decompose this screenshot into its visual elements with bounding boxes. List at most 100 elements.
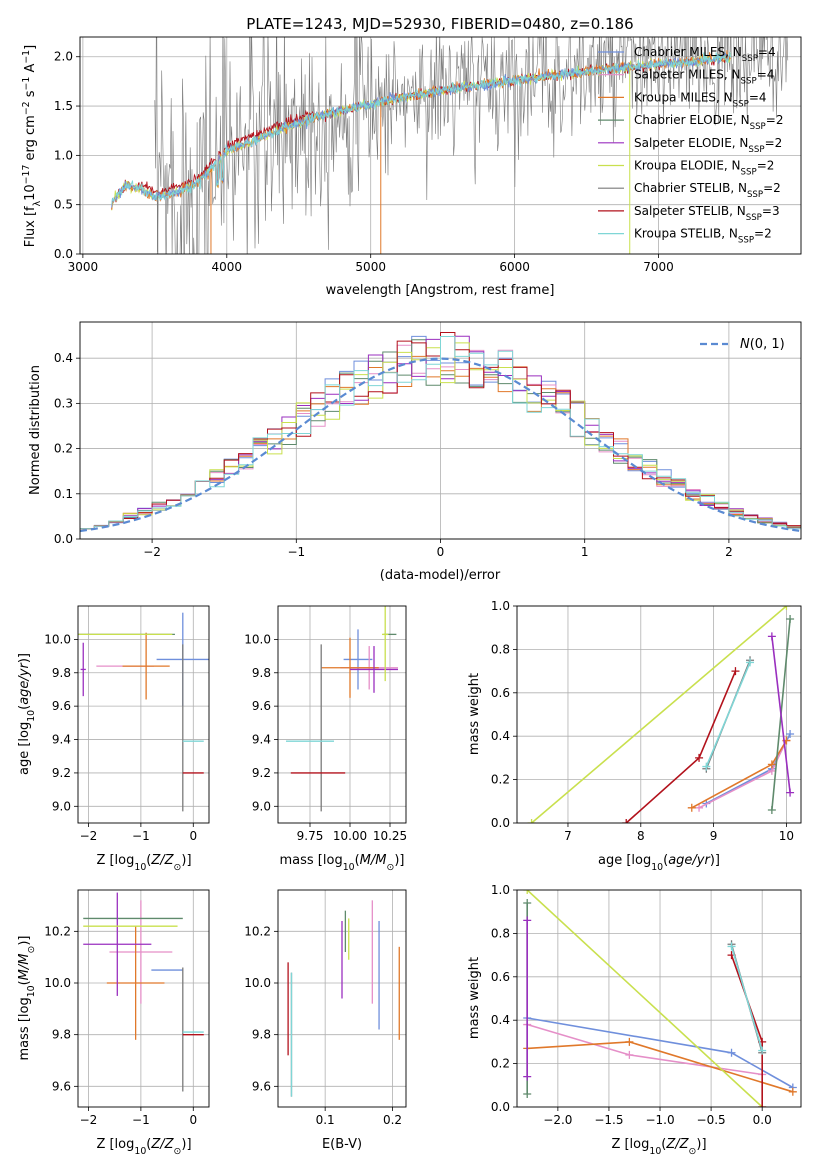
label-part: 10 <box>134 1146 146 1157</box>
axes-frame <box>516 605 802 824</box>
label-part: ⊙ <box>689 1146 697 1157</box>
label-part: 10 <box>134 862 146 873</box>
label-part: A <box>23 64 38 77</box>
x-tick-label: 0 <box>437 545 445 559</box>
label-part: Salpeter STELIB, N <box>634 204 746 218</box>
label-part: −1 <box>21 50 32 64</box>
label-part: )] <box>17 936 32 946</box>
label-part: mass [log <box>17 997 32 1060</box>
y-tick-label: 1.0 <box>491 883 510 897</box>
label-part: SSP <box>738 236 754 246</box>
axes-frame <box>79 321 802 540</box>
age-z-xlabel: Z [log10(Z/Z⊙)] <box>96 853 191 873</box>
label-part: Z [log <box>96 853 134 868</box>
label-part: =3 <box>762 204 780 218</box>
weight-marker-kroupa_elodie <box>523 890 532 894</box>
weight-marker-chabrier_elodie <box>523 1089 532 1098</box>
label-part: age [log <box>17 722 32 775</box>
label-part: Z/Z <box>150 853 174 868</box>
x-tick-label: 3000 <box>68 260 99 274</box>
weight-marker-salpeter_stelib <box>758 1103 767 1107</box>
y-tick-label: 0.5 <box>54 198 73 212</box>
x-tick-label: −0.5 <box>697 1113 726 1127</box>
chart-layers: 3000 4000 5000 6000 70000.00.51.01.52.0wavel… <box>17 36 802 1157</box>
x-tick-label: 8 <box>637 829 645 843</box>
label-part: N <box>740 337 750 352</box>
y-tick-label: 10.0 <box>244 976 271 990</box>
weight-marker-salpeter_elodie <box>786 788 795 797</box>
mass-z-xlabel: Z [log10(Z/Z⊙)] <box>96 1137 191 1157</box>
y-tick-label: 0.8 <box>491 642 510 656</box>
y-tick-label: 9.6 <box>252 1079 271 1093</box>
legend-label: Kroupa MILES, NSSP=4 <box>634 90 767 109</box>
label-part: ( <box>17 980 32 985</box>
y-tick-label: 0.2 <box>491 773 510 787</box>
weight-marker-kroupa_elodie <box>527 819 536 823</box>
histogram-axes: −2 −1 0 1 2 0.0 0.1 0.2 0.3 0.4 <box>54 321 802 559</box>
label-part: Z/Z <box>150 1137 174 1152</box>
label-part: =2 <box>763 181 781 195</box>
label-part: SSP <box>742 54 758 64</box>
label-part: (0, 1) <box>750 337 785 352</box>
axes-frame <box>277 605 407 824</box>
weight-marker-kroupa_elodie <box>782 606 791 610</box>
y-tick-label: 9.2 <box>252 766 271 780</box>
label-part: ( <box>663 853 668 868</box>
label-part: SSP <box>748 145 764 155</box>
label-part: Chabrier MILES, N <box>634 45 742 59</box>
label-part: Kroupa STELIB, N <box>634 227 738 241</box>
axes-frame <box>77 605 210 824</box>
x-tick-label: 0.2 <box>383 1113 402 1127</box>
weight-marker-salpeter_stelib <box>731 667 740 676</box>
spectrum-model-salpeter_stelib <box>111 53 731 210</box>
label-part: 10 <box>649 1146 661 1157</box>
label-part: ( <box>146 853 151 868</box>
label-part: 10 <box>651 862 663 873</box>
y-tick-label: 9.0 <box>52 799 71 813</box>
x-tick-label: −1 <box>132 829 150 843</box>
label-part: age [log <box>598 853 651 868</box>
label-part: SSP <box>750 122 766 132</box>
y-tick-label: 0.1 <box>54 487 73 501</box>
label-part: 10 <box>343 862 355 873</box>
weight-age-xlabel: age [log10(age/yr)] <box>598 853 720 873</box>
histogram-ylabel: Normed distribution <box>28 365 43 495</box>
y-tick-label: 9.8 <box>252 1028 271 1042</box>
normal-curve <box>80 357 801 533</box>
label-part: Kroupa ELODIE, N <box>634 159 741 173</box>
label-part: erg cm <box>23 115 38 164</box>
weight-marker-salpeter_elodie <box>767 632 776 641</box>
y-tick-label: 0.0 <box>491 816 510 830</box>
weight-marker-kroupa_stelib <box>702 762 711 771</box>
x-tick-label: 1 <box>581 545 589 559</box>
x-tick-label: 7000 <box>643 260 674 274</box>
legend-label: Kroupa ELODIE, NSSP=2 <box>634 159 774 178</box>
y-tick-label: 0.2 <box>491 1057 510 1071</box>
weight-marker-kroupa_stelib <box>758 1046 767 1055</box>
age-z-axes: −2 −1 0 9.0 9.2 9.4 9.6 9.8 10.0 <box>44 605 210 843</box>
label-part: Chabrier ELODIE, N <box>634 113 750 127</box>
label-part: )] <box>696 1137 706 1152</box>
plot-area <box>80 332 801 533</box>
y-tick-label: 9.8 <box>52 1028 71 1042</box>
weight-line-salpeter_stelib <box>625 670 737 823</box>
weight-line-kroupa_elodie <box>526 890 763 1107</box>
label-part: −17 <box>21 165 32 185</box>
label-part: 10 <box>26 985 37 997</box>
y-tick-label: 0.6 <box>491 970 510 984</box>
y-tick-label: 0.4 <box>54 351 73 365</box>
weight-age-axes: 7 8 9 10 0.0 0.2 0.4 0.6 0.8 1.0 <box>491 599 802 843</box>
y-tick-label: 10.2 <box>44 924 71 938</box>
label-part: )] <box>17 653 32 663</box>
y-tick-label: 9.6 <box>52 699 71 713</box>
weight-z-axes: −2.0 −1.5 −1.0 −0.5 0.0 0.0 0.2 0.4 0.6 0.8 1.0 <box>491 883 802 1127</box>
label-part: =4 <box>758 45 776 59</box>
weight-marker-chabrier_elodie <box>523 899 532 908</box>
label-part: −2 <box>21 101 32 115</box>
x-tick-label: 5000 <box>355 260 386 274</box>
plot-area <box>527 606 795 823</box>
mass-z-ylabel: mass [log10(M/M⊙)] <box>17 936 37 1061</box>
spectrum-xlabel: wavelength [Angstrom, rest frame] <box>326 283 555 298</box>
weight-line-kroupa_stelib <box>730 946 763 1051</box>
